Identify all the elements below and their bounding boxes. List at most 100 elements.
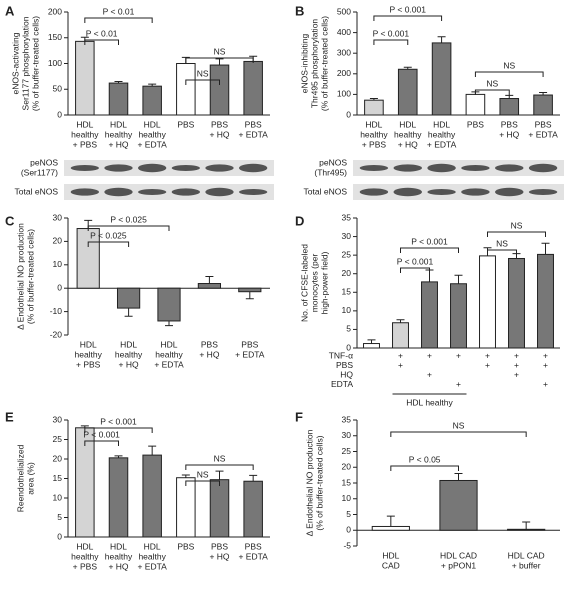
y-tick-label: 20 xyxy=(342,462,352,472)
bar xyxy=(421,281,438,349)
group-label: HDL healthy xyxy=(406,397,453,407)
error-bar xyxy=(205,276,214,284)
y-tick-label: 0 xyxy=(346,342,351,352)
blot-label: (Ser1177) xyxy=(21,167,58,177)
x-tick-label: PBS xyxy=(245,119,262,129)
treatment-mark: + xyxy=(427,369,432,379)
y-axis-label: (% of buffer-treated cells) xyxy=(314,435,324,530)
significance-bracket xyxy=(390,465,459,471)
error-bar xyxy=(114,81,123,84)
y-tick-label: 15 xyxy=(53,473,63,483)
error-bar xyxy=(403,66,412,70)
bar xyxy=(116,287,141,309)
blot-band xyxy=(171,188,200,196)
bar xyxy=(465,93,486,116)
x-tick-label: + EDTA xyxy=(154,359,184,369)
treatment-mark: + xyxy=(543,360,548,370)
blot-band xyxy=(70,188,99,196)
y-tick-label: 5 xyxy=(346,509,351,519)
bar xyxy=(108,457,129,538)
significance-label: P < 0.001 xyxy=(100,416,137,426)
error-bar xyxy=(367,339,376,344)
significance-label: P < 0.001 xyxy=(397,256,434,266)
significance-label: NS xyxy=(453,420,465,430)
treatment-mark: + xyxy=(456,379,461,389)
significance-label: P < 0.05 xyxy=(409,454,441,464)
blot-band xyxy=(239,163,268,173)
x-tick-label: PBS xyxy=(501,119,518,129)
blot-band xyxy=(393,187,422,197)
y-axis-label: area (%) xyxy=(25,462,35,495)
y-tick-label: -5 xyxy=(343,540,351,550)
bar xyxy=(209,479,230,538)
error-bar xyxy=(437,36,446,43)
error-bar xyxy=(454,274,463,284)
x-tick-label: + pPON1 xyxy=(441,560,476,570)
bar xyxy=(397,68,418,116)
y-tick-label: 25 xyxy=(53,434,63,444)
panel-letter: C xyxy=(5,213,15,228)
y-axis-label: Thr495 phosphorylation xyxy=(309,19,319,109)
y-tick-label: 50 xyxy=(53,84,63,94)
y-tick-label: 300 xyxy=(337,47,351,57)
y-tick-label: 20 xyxy=(342,268,352,278)
x-tick-label: healthy xyxy=(394,129,422,139)
bar xyxy=(364,99,384,116)
significance-bracket xyxy=(400,267,430,273)
significance-label: P < 0.01 xyxy=(86,28,118,38)
y-tick-label: 30 xyxy=(342,231,352,241)
x-tick-label: + HQ xyxy=(119,359,139,369)
y-axis-label: Ser1177 phosphorylation xyxy=(20,16,30,110)
panel-letter: B xyxy=(295,3,304,18)
y-tick-label: 10 xyxy=(53,492,63,502)
significance-label: P < 0.001 xyxy=(373,28,410,38)
y-axis-label: Reendothelialized xyxy=(15,444,25,512)
x-tick-label: PBS xyxy=(535,119,552,129)
x-tick-label: + EDTA xyxy=(528,129,558,139)
y-tick-label: 0 xyxy=(57,282,62,292)
x-tick-label: HDL CAD xyxy=(440,550,477,560)
bar xyxy=(508,257,525,349)
bar xyxy=(108,82,129,116)
x-tick-label: healthy xyxy=(428,129,456,139)
x-tick-label: + HQ xyxy=(209,551,229,561)
significance-label: NS xyxy=(214,453,226,463)
treatment-mark: + xyxy=(485,350,490,360)
y-tick-label: 200 xyxy=(48,6,62,16)
significance-bracket xyxy=(87,241,130,247)
y-tick-label: 100 xyxy=(337,89,351,99)
x-tick-label: + EDTA xyxy=(427,139,457,149)
bar xyxy=(371,525,410,531)
blot-label: Total eNOS xyxy=(304,186,348,196)
x-tick-label: healthy xyxy=(138,129,166,139)
x-tick-label: PBS xyxy=(241,339,258,349)
error-bar xyxy=(181,474,190,478)
blot-band xyxy=(171,165,200,171)
significance-bracket xyxy=(487,231,546,237)
y-tick-label: 5 xyxy=(57,512,62,522)
significance-label: NS xyxy=(197,68,209,78)
x-tick-label: HDL xyxy=(144,119,161,129)
bar xyxy=(533,94,553,116)
blot-band xyxy=(359,165,389,171)
x-tick-label: HDL xyxy=(144,541,161,551)
x-tick-label: PBS xyxy=(201,339,218,349)
significance-label: NS xyxy=(486,78,498,88)
bar xyxy=(142,85,162,116)
y-axis-label: Δ Endothelial NO production xyxy=(304,429,314,536)
significance-bracket xyxy=(84,427,153,433)
y-tick-label: 30 xyxy=(342,430,352,440)
x-tick-label: + HQ xyxy=(209,129,229,139)
y-tick-label: -10 xyxy=(50,306,63,316)
x-tick-label: healthy xyxy=(360,129,388,139)
significance-label: P < 0.001 xyxy=(83,429,120,439)
x-tick-label: healthy xyxy=(71,551,99,561)
x-tick-label: HDL CAD xyxy=(508,550,545,560)
error-bar xyxy=(454,473,463,481)
significance-label: NS xyxy=(511,220,523,230)
x-tick-label: + PBS xyxy=(73,561,98,571)
error-bar xyxy=(148,445,157,456)
treatment-mark: + xyxy=(398,350,403,360)
y-tick-label: 0 xyxy=(57,531,62,541)
y-tick-label: 30 xyxy=(53,414,63,424)
